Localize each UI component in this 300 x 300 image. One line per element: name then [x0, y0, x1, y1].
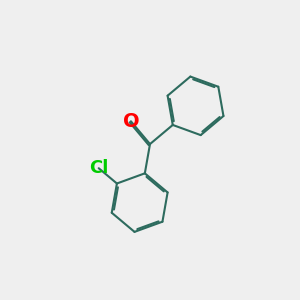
- Text: O: O: [123, 112, 139, 131]
- Text: Cl: Cl: [89, 159, 108, 177]
